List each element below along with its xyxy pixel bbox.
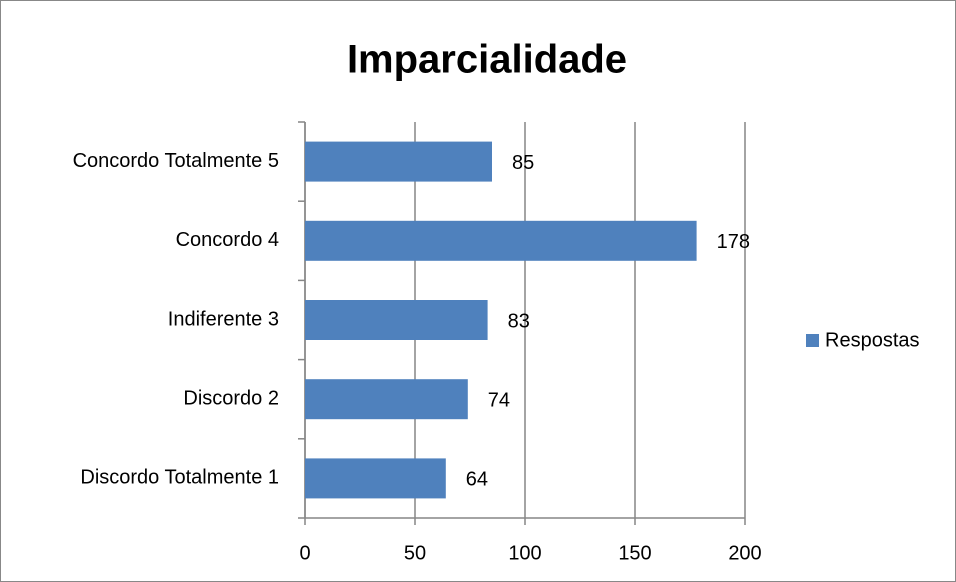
data-label: 85: [512, 152, 534, 174]
data-label: 178: [717, 231, 750, 253]
legend-swatch: [806, 334, 819, 347]
bar: [305, 458, 446, 499]
bar: [305, 379, 468, 420]
bar: [305, 220, 697, 261]
bar: [305, 141, 492, 182]
data-label: 83: [508, 310, 530, 332]
x-tick-label: 0: [299, 542, 310, 564]
y-tick-label: Discordo Totalmente 1: [80, 467, 279, 489]
x-tick-label: 50: [404, 542, 426, 564]
data-label: 74: [488, 389, 510, 411]
x-tick-label: 150: [618, 542, 651, 564]
chart-title: Imparcialidade: [347, 38, 627, 82]
bar: [305, 300, 488, 340]
y-tick-label: Indiferente 3: [168, 308, 279, 330]
legend-label: Respostas: [825, 329, 920, 351]
y-tick-label: Discordo 2: [183, 387, 279, 409]
x-tick-label: 200: [728, 542, 761, 564]
y-tick-label: Concordo 4: [176, 229, 279, 251]
y-tick-label: Concordo Totalmente 5: [73, 150, 279, 172]
x-tick-label: 100: [508, 542, 541, 564]
data-label: 64: [466, 469, 488, 491]
